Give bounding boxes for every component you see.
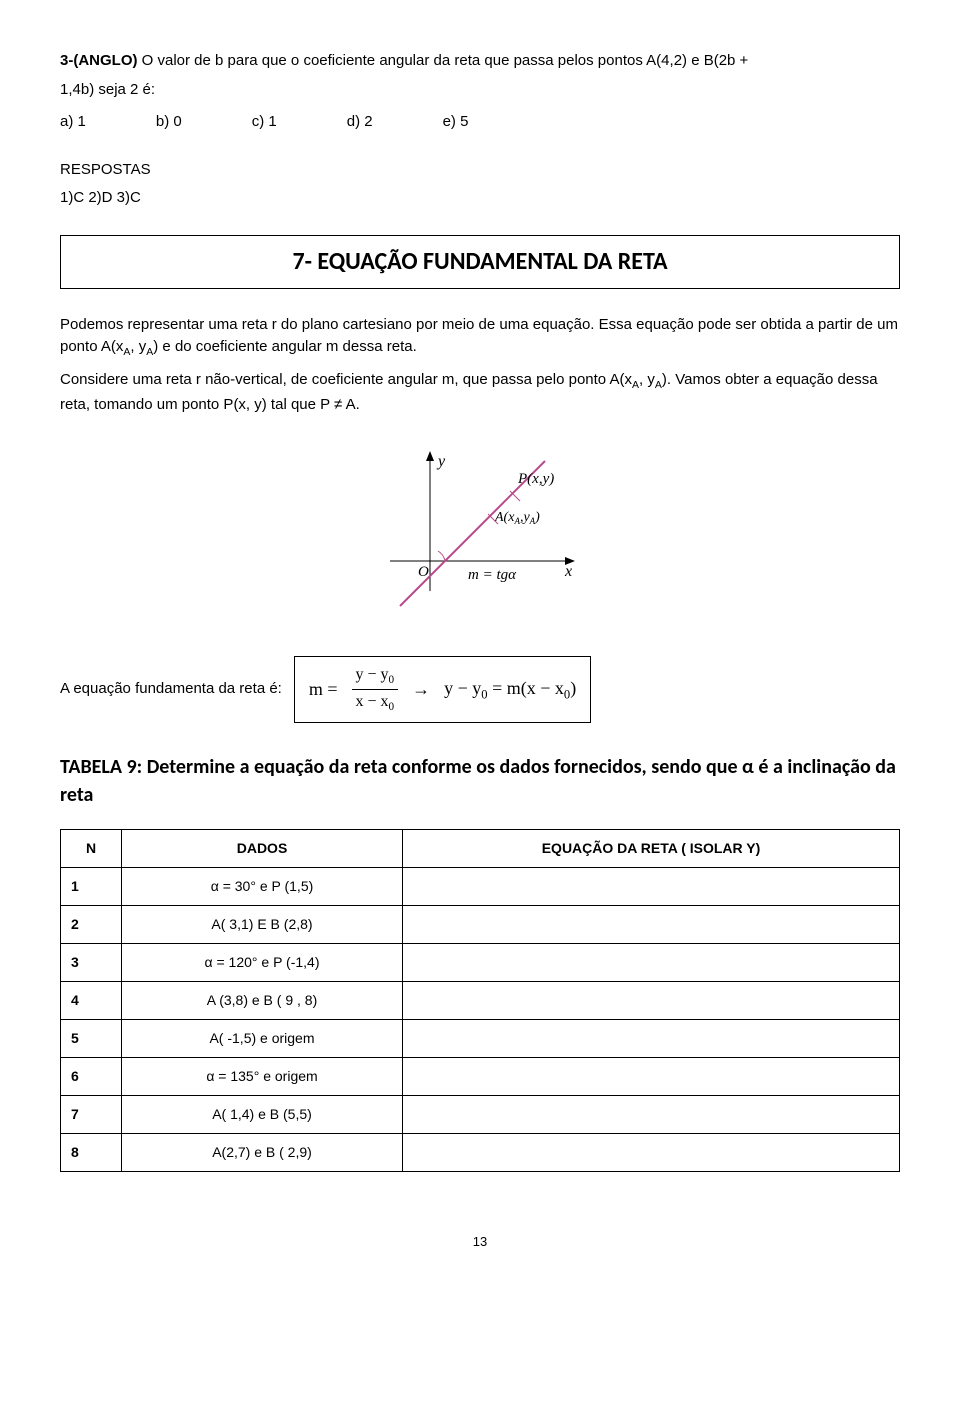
option-b: b) 0 (156, 111, 182, 134)
table-row: 8 A(2,7) e B ( 2,9) (61, 1133, 900, 1171)
coordinate-figure: y x O P(x,y) A(xA,yA) m = tgα (370, 441, 590, 621)
th-eq: EQUAÇÃO DA RETA ( ISOLAR Y) (403, 829, 900, 867)
cell-eq (403, 1095, 900, 1133)
question-3-text1: O valor de b para que o coeficiente angu… (138, 52, 749, 69)
table-row: 1 α = 30° e P (1,5) (61, 867, 900, 905)
section-7-title: 7- EQUAÇÃO FUNDAMENTAL DA RETA (79, 244, 881, 280)
point-a-label: A(xA,yA) (494, 510, 540, 526)
question-3-line1: 3-(ANGLO) O valor de b para que o coefic… (60, 50, 900, 73)
option-d: d) 2 (347, 111, 373, 134)
cell-n: 8 (61, 1133, 122, 1171)
table-row: 6 α = 135° e origem (61, 1057, 900, 1095)
th-dados: DADOS (122, 829, 403, 867)
formula-lead: A equação fundamenta da reta é: (60, 678, 282, 701)
cell-dados: A (3,8) e B ( 9 , 8) (122, 981, 403, 1019)
cell-eq (403, 1019, 900, 1057)
question-3: 3-(ANGLO) O valor de b para que o coefic… (60, 50, 900, 134)
point-p-label: P(x,y) (517, 471, 554, 487)
table-row: 4 A (3,8) e B ( 9 , 8) (61, 981, 900, 1019)
th-n: N (61, 829, 122, 867)
table-header-row: N DADOS EQUAÇÃO DA RETA ( ISOLAR Y) (61, 829, 900, 867)
table-row: 3 α = 120° e P (-1,4) (61, 943, 900, 981)
section-7-box: 7- EQUAÇÃO FUNDAMENTAL DA RETA (60, 235, 900, 289)
formula-row: A equação fundamenta da reta é: m = y − … (60, 656, 900, 723)
table-row: 7 A( 1,4) e B (5,5) (61, 1095, 900, 1133)
cell-eq (403, 1057, 900, 1095)
paragraph-1: Podemos representar uma reta r do plano … (60, 314, 900, 361)
cell-n: 6 (61, 1057, 122, 1095)
cell-dados: α = 120° e P (-1,4) (122, 943, 403, 981)
table-row: 5 A( -1,5) e origem (61, 1019, 900, 1057)
formula-box: m = y − y0 x − x0 → y − y0 = m(x − x0) (294, 656, 591, 723)
cell-dados: α = 135° e origem (122, 1057, 403, 1095)
formula-arrow: → (412, 676, 430, 703)
question-3-options: a) 1 b) 0 c) 1 d) 2 e) 5 (60, 111, 900, 134)
y-axis-label: y (436, 453, 446, 470)
cell-eq (403, 943, 900, 981)
cell-n: 2 (61, 905, 122, 943)
paragraph-2: Considere uma reta r não-vertical, de co… (60, 369, 900, 416)
cell-n: 3 (61, 943, 122, 981)
cell-n: 5 (61, 1019, 122, 1057)
cell-dados: A( 3,1) E B (2,8) (122, 905, 403, 943)
cell-dados: A( -1,5) e origem (122, 1019, 403, 1057)
cell-eq (403, 867, 900, 905)
coordinate-svg: y x O P(x,y) A(xA,yA) m = tgα (370, 441, 590, 621)
figure-wrap: y x O P(x,y) A(xA,yA) m = tgα (60, 441, 900, 621)
formula-rhs: y − y0 = m(x − x0) (444, 675, 576, 704)
page-number: 13 (60, 1232, 900, 1252)
cell-dados: α = 30° e P (1,5) (122, 867, 403, 905)
respostas-answers: 1)C 2)D 3)C (60, 187, 900, 210)
cell-n: 4 (61, 981, 122, 1019)
tabela-9: N DADOS EQUAÇÃO DA RETA ( ISOLAR Y) 1 α … (60, 829, 900, 1172)
option-a: a) 1 (60, 111, 86, 134)
cell-dados: A( 1,4) e B (5,5) (122, 1095, 403, 1133)
cell-eq (403, 1133, 900, 1171)
tg-label: m = tgα (468, 567, 517, 583)
cell-eq (403, 905, 900, 943)
option-c: c) 1 (252, 111, 277, 134)
cell-n: 1 (61, 867, 122, 905)
respostas-label: RESPOSTAS (60, 159, 900, 182)
formula-fraction: y − y0 x − x0 (352, 663, 399, 716)
origin-label: O (418, 564, 429, 580)
cell-eq (403, 981, 900, 1019)
table-row: 2 A( 3,1) E B (2,8) (61, 905, 900, 943)
x-axis-label: x (564, 563, 572, 580)
option-e: e) 5 (443, 111, 469, 134)
question-3-prefix: 3-(ANGLO) (60, 52, 138, 69)
formula-m: m = (309, 676, 338, 703)
tabela-9-title: TABELA 9: Determine a equação da reta co… (60, 753, 900, 809)
cell-n: 7 (61, 1095, 122, 1133)
question-3-line2: 1,4b) seja 2 é: (60, 79, 900, 102)
cell-dados: A(2,7) e B ( 2,9) (122, 1133, 403, 1171)
